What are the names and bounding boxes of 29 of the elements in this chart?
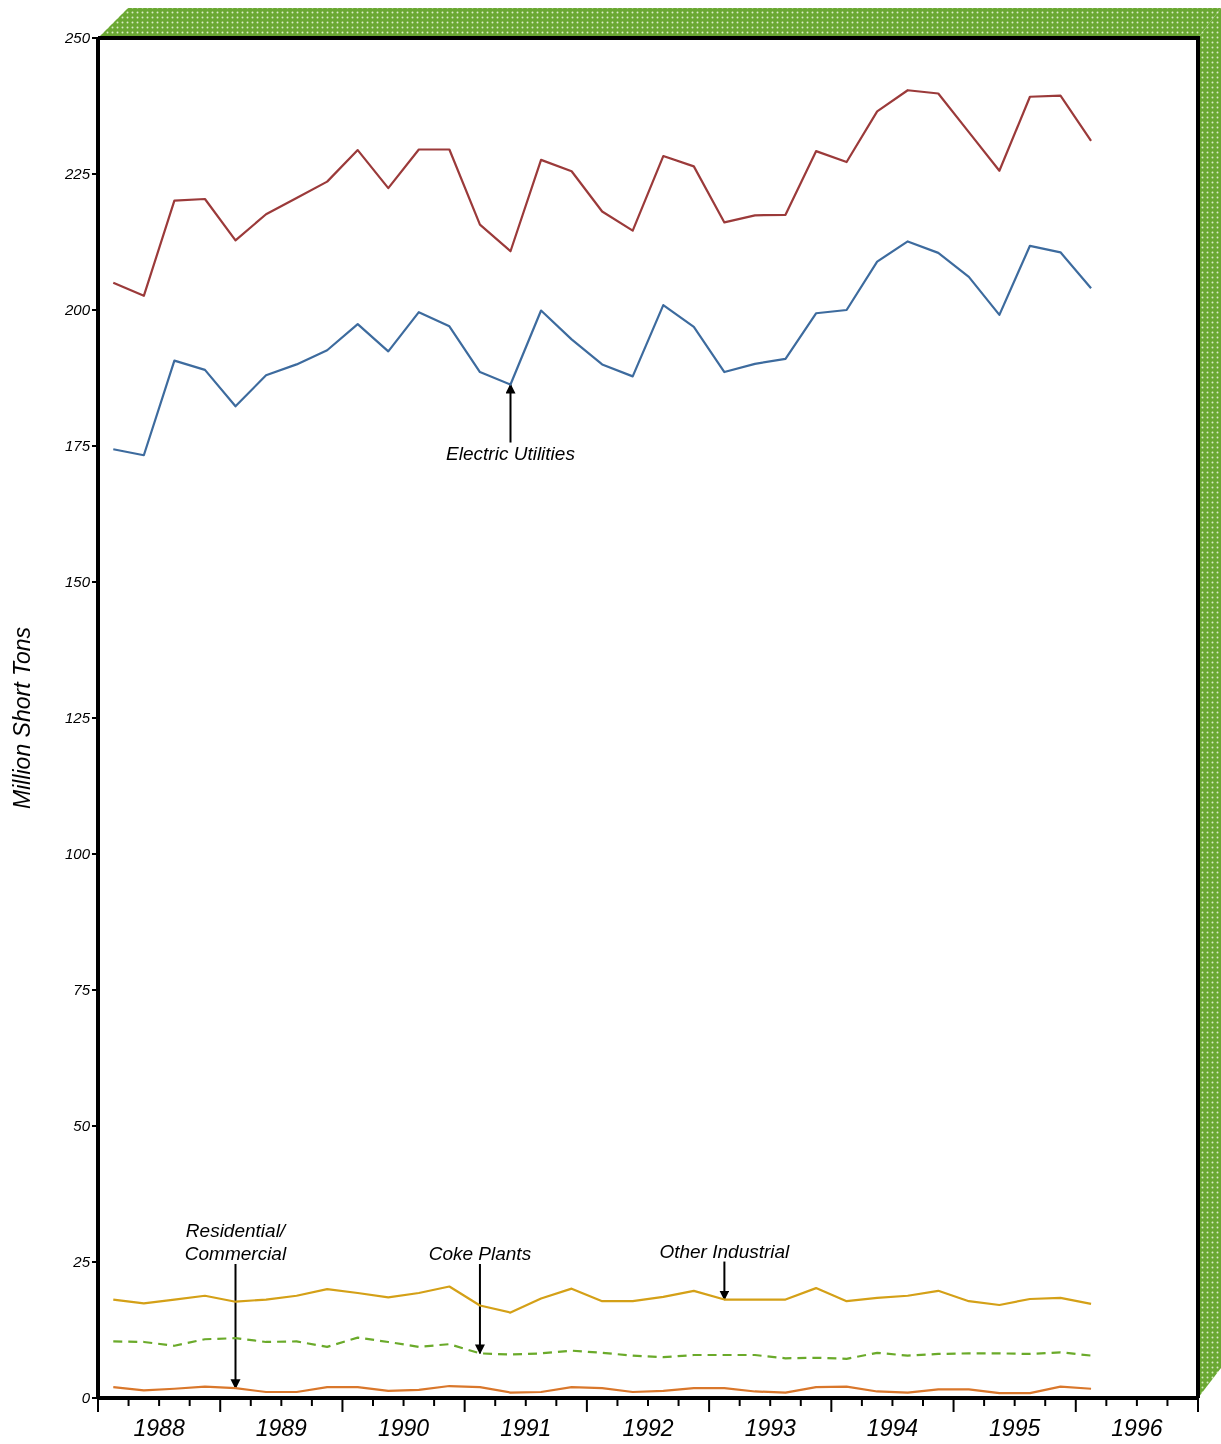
line-series	[112, 89, 1093, 297]
x-tick-label: 1994	[866, 1415, 919, 1441]
y-tick-label: 125	[64, 709, 91, 727]
x-tick-label: 1988	[133, 1415, 185, 1441]
line-series	[112, 1384, 1093, 1395]
x-tick-label: 1996	[1111, 1415, 1163, 1441]
y-tick-label: 0	[81, 1389, 91, 1407]
annotation: Coke Plants	[428, 1243, 532, 1264]
line-series	[112, 1336, 1093, 1360]
y-tick-label: 25	[72, 1253, 91, 1271]
y-tick-label: 175	[64, 437, 91, 455]
y-tick-label: 225	[63, 165, 91, 183]
x-tick-label: 1991	[500, 1415, 552, 1441]
x-tick-label: 1990	[377, 1415, 430, 1441]
x-tick-label: 1995	[989, 1415, 1041, 1441]
y-tick-label: 200	[63, 301, 91, 319]
y-tick-label: 250	[63, 29, 91, 47]
y-tick-label: 75	[73, 981, 91, 999]
y-axis-title: Million Short Tons	[9, 626, 35, 809]
line-series	[112, 1285, 1093, 1314]
y-tick-label: 150	[64, 573, 91, 591]
y-tick-label: 50	[73, 1117, 91, 1135]
annotation: Electric Utilities	[446, 442, 576, 464]
x-tick-label: 1993	[744, 1415, 797, 1441]
x-tick-label: 1989	[255, 1415, 308, 1441]
y-tick-label: 100	[64, 845, 91, 863]
x-tick-label: 1992	[622, 1415, 674, 1441]
annotation: Other Industrial	[659, 1240, 791, 1262]
annotation: Residential/ Commercial	[184, 1220, 287, 1264]
